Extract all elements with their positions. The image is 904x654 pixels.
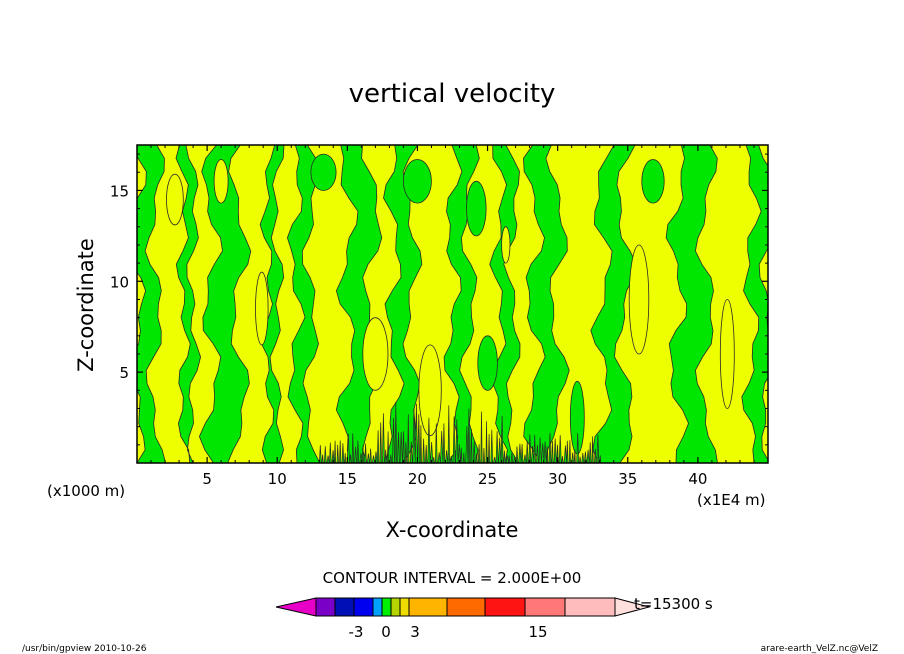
x-tick-label: 15 bbox=[338, 470, 357, 488]
colorbar-label: 15 bbox=[528, 623, 547, 641]
x-axis-label: X-coordinate bbox=[386, 518, 519, 542]
colorbar-swatch bbox=[524, 597, 566, 617]
positive-patch bbox=[418, 344, 442, 437]
y-axis-label: Z-coordinate bbox=[74, 238, 98, 372]
colorbar-swatch bbox=[484, 597, 526, 617]
colorbar-swatch bbox=[381, 597, 392, 617]
negative-band bbox=[137, 145, 167, 463]
negative-band bbox=[741, 145, 768, 463]
footer-right: arare-earth_VelZ.nc@VelZ bbox=[761, 644, 878, 654]
negative-band bbox=[489, 145, 521, 463]
y-tick-label: 15 bbox=[110, 182, 129, 200]
negative-band bbox=[175, 145, 202, 463]
x-tick-label: 5 bbox=[202, 470, 212, 488]
plot-frame bbox=[136, 144, 769, 464]
chart-title: vertical velocity bbox=[349, 79, 556, 109]
footer-left: /usr/bin/gpview 2010-10-26 bbox=[22, 644, 147, 654]
negative-band bbox=[523, 145, 570, 463]
positive-patch bbox=[255, 271, 269, 346]
colorbar-swatch bbox=[446, 597, 486, 617]
negative-band bbox=[198, 145, 252, 463]
negative-patch bbox=[477, 335, 498, 391]
x-tick-label: 35 bbox=[618, 470, 637, 488]
negative-patch bbox=[466, 180, 487, 237]
colorbar-label: 0 bbox=[381, 623, 391, 641]
positive-patch bbox=[628, 244, 650, 355]
positive-patch bbox=[501, 226, 511, 264]
colorbar-swatch bbox=[564, 597, 616, 617]
x-tick-label: 10 bbox=[268, 470, 287, 488]
colorbar-swatch bbox=[390, 597, 401, 617]
x-tick-label: 25 bbox=[478, 470, 497, 488]
negative-band bbox=[286, 145, 321, 463]
colorbar-swatch bbox=[372, 597, 383, 617]
time-label: t=15300 s bbox=[634, 595, 713, 613]
x-tick-label: 40 bbox=[688, 470, 707, 488]
negative-patch bbox=[310, 153, 337, 191]
y-tick-label: 10 bbox=[110, 273, 129, 291]
colorbar-swatch bbox=[353, 597, 374, 617]
negative-band bbox=[590, 145, 637, 463]
velocity-field bbox=[137, 145, 768, 463]
positive-patch bbox=[166, 173, 184, 226]
negative-band bbox=[383, 145, 423, 463]
negative-band bbox=[259, 145, 285, 463]
colorbar-swatch bbox=[275, 597, 317, 617]
positive-patch bbox=[719, 299, 735, 409]
positive-patch bbox=[362, 317, 389, 391]
colorbar-swatch bbox=[334, 597, 355, 617]
contour-interval-label: CONTOUR INTERVAL = 2.000E+00 bbox=[323, 569, 582, 587]
negative-patch bbox=[402, 159, 432, 204]
negative-patch bbox=[641, 159, 665, 204]
x-axis: 5 10 15 20 25 30 35 40 bbox=[150, 145, 755, 488]
negative-band bbox=[443, 145, 480, 463]
y-tick-label: 5 bbox=[119, 364, 129, 382]
x-tick-label: 30 bbox=[548, 470, 567, 488]
x-unit-left: (x1000 m) bbox=[47, 482, 125, 500]
colorbar-label: -3 bbox=[349, 623, 364, 641]
positive-patch bbox=[213, 159, 229, 204]
colorbar-swatch bbox=[399, 597, 410, 617]
y-axis: 5 10 15 bbox=[110, 153, 768, 446]
negative-band bbox=[665, 145, 718, 463]
colorbar-swatch bbox=[614, 597, 651, 617]
turbulent-contours bbox=[318, 401, 602, 463]
colorbar-swatch bbox=[315, 597, 336, 617]
x-tick-label: 20 bbox=[408, 470, 427, 488]
x-unit-right: (x1E4 m) bbox=[697, 491, 766, 509]
colorbar-swatch bbox=[408, 597, 448, 617]
colorbar: -3 0 3 15 bbox=[275, 597, 651, 641]
colorbar-label: 3 bbox=[410, 623, 420, 641]
